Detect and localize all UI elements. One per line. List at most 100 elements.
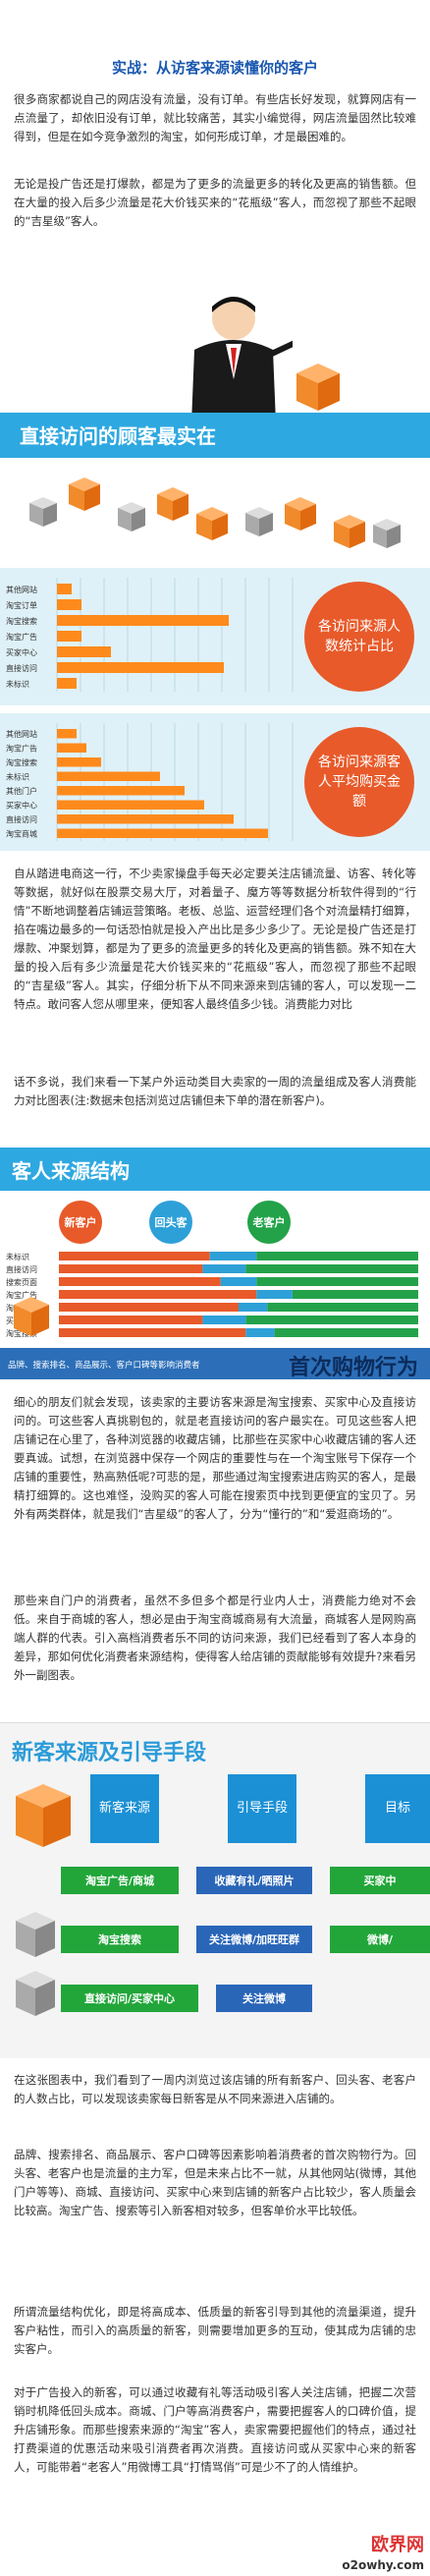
category-label: 搜索页面: [6, 1277, 37, 1287]
article-title: 实战：从访客来源读懂你的客户: [111, 59, 318, 77]
row2-source: 淘宝搜索: [61, 1926, 179, 1953]
bar: [57, 814, 234, 824]
bar: [57, 678, 77, 689]
gray-cube-icon: [16, 1912, 55, 1957]
category-label: 淘宝广告: [6, 632, 37, 642]
structure-footer: 品牌、搜索排名、商品展示、客户口碑等影响消费者 首次购物行为: [0, 1348, 430, 1380]
headline-banner: 直接访问的顾客最实在: [0, 413, 430, 458]
stacked-bar-segment: [256, 1290, 293, 1299]
watermark-logo: 欧界网: [371, 2535, 424, 2555]
stacked-bar-segment: [267, 1303, 418, 1312]
stacked-bar-segment: [202, 1264, 246, 1273]
infographic-customer-structure: 客人来源结构 新客户 回头客 老客户 未标识直接访问搜索页面淘宝广告淘宝商城买家…: [0, 1148, 430, 1380]
paragraph-5: 细心的朋友们就会发现，该卖家的主要访客来源是淘宝搜索、买家中心及直接访问的。可这…: [14, 1395, 416, 1521]
chart-avg-spend-panel: 其他网站淘宝广告淘宝搜索未标识其他门户买家中心直接访问淘宝商城 各访问来源客人平…: [0, 713, 430, 851]
category-label: 淘宝搜索: [6, 757, 37, 767]
chart-customer-structure: 未标识直接访问搜索页面淘宝广告淘宝商城买家中心淘宝搜索: [6, 1252, 418, 1338]
paragraph-8: 品牌、搜索排名、商品展示、客户口碑等因素影响着消费者的首次购物行为。回头客、老客…: [14, 2148, 416, 2217]
stacked-bar-segment: [256, 1252, 418, 1260]
category-label: 直接访问: [6, 814, 37, 824]
paragraph-4: 话不多说，我们来看一下某户外运动类目大卖家的一周的流量组成及客人消费能力对比图表…: [14, 1075, 416, 1107]
category-label: 直接访问: [6, 1264, 37, 1274]
structure-title: 客人来源结构: [12, 1159, 130, 1183]
chart-visitor-count-panel: 其他网站 淘宝订单 淘宝搜索 淘宝广告 买家中心 直接访问 未标识 各访问来源人数统计占比: [0, 568, 430, 705]
stacked-bar-segment: [59, 1290, 257, 1299]
bar: [57, 662, 224, 673]
footer-big-text: 首次购物行为: [288, 1356, 418, 1380]
watermark-url: o2owhy.com: [342, 2558, 424, 2572]
paragraph-9: 所谓流量结构优化，即是将高成本、低质量的新客引导到其他的流量渠道，提升客户粘性，…: [14, 2305, 416, 2356]
category-label: 淘宝商城: [6, 829, 37, 839]
category-label: 淘宝广告: [6, 744, 37, 754]
bar: [57, 729, 77, 739]
bar: [57, 584, 72, 594]
paragraph-10: 对于广告投入的新客，可以通过收藏有礼等活动吸引客人关注店铺，把握二次营销时机降低…: [14, 2385, 416, 2474]
bar: [57, 743, 86, 753]
bar: [57, 615, 229, 626]
stacked-bar-segment: [202, 1316, 246, 1324]
bar: [57, 771, 160, 781]
category-label: 淘宝订单: [6, 600, 37, 610]
row1-guide: 收藏有礼/晒照片: [196, 1867, 312, 1894]
category-label: 未标识: [6, 1252, 29, 1261]
paragraph-3: 自从踏进电商这一行，不少卖家操盘手每天必定要关注店铺流量、访客、转化等等数据，就…: [14, 867, 416, 1011]
stacked-bar-segment: [292, 1290, 418, 1299]
paragraph-2: 无论是投广告还是打爆款，都是为了更多的流量更多的转化及更高的销售额。但在大量的投…: [14, 177, 416, 228]
category-label: 未标识: [6, 772, 29, 782]
stacked-bar-segment: [220, 1277, 257, 1286]
row1-target: 买家中: [330, 1867, 430, 1894]
stacked-bar-segment: [59, 1316, 203, 1324]
row3-guide: 关注微博: [216, 1985, 312, 2012]
category-label: 淘宝搜索: [6, 1328, 37, 1338]
guide-title: 新客来源及引导手段: [12, 1741, 207, 1765]
stacked-bar-segment: [59, 1328, 246, 1337]
tag-new-customer: 新客户: [59, 1201, 102, 1244]
stacked-bar-segment: [274, 1328, 418, 1337]
stacked-bar-segment: [256, 1277, 418, 1286]
stacked-bar-segment: [59, 1277, 221, 1286]
column-target: 目标: [365, 1774, 430, 1843]
category-label: 直接访问: [6, 663, 37, 673]
row1-source: 淘宝广告/商城: [61, 1867, 179, 1894]
category-label: 其他网站: [6, 729, 37, 739]
stacked-bar-segment: [59, 1303, 239, 1312]
column-guide: 引导手段: [228, 1774, 296, 1843]
stacked-bar-segment: [245, 1264, 418, 1273]
stacked-bar-segment: [239, 1303, 268, 1312]
bubble-avg-spend: 各访问来源客人平均购买金额: [304, 727, 414, 837]
stacked-bar-segment: [59, 1252, 210, 1260]
infographic-new-customer-guide: 新客来源及引导手段 新客来源 引导手段 目标 淘宝广告/商城 收藏有礼/晒照片 …: [0, 1722, 430, 2058]
tag-old-customer: 老客户: [247, 1201, 291, 1244]
bar: [57, 800, 204, 810]
paragraph-1: 很多商家都说自己的网店没有流量，没有订单。有些店长好发现，就算网店有一点流量了，…: [14, 92, 416, 143]
walking-cubes-illustration: [29, 477, 401, 548]
bar: [57, 599, 81, 610]
row2-guide: 关注微博/加旺旺群: [196, 1926, 312, 1953]
column-new-source: 新客来源: [90, 1774, 159, 1843]
bar: [57, 786, 185, 796]
category-label: 买家中心: [6, 801, 37, 811]
row2-target: 微博/: [330, 1926, 430, 1953]
bar: [57, 631, 81, 642]
category-label: 淘宝搜索: [6, 616, 37, 626]
stacked-bar-segment: [209, 1252, 257, 1260]
tag-return-customer: 回头客: [149, 1201, 192, 1244]
headline-text: 直接访问的顾客最实在: [20, 424, 216, 448]
orange-cube-icon: [14, 1297, 49, 1336]
structure-header: 客人来源结构: [0, 1148, 430, 1191]
bar: [57, 828, 268, 838]
gray-cube-icon: [16, 1971, 55, 2016]
category-label: 其他门户: [6, 786, 37, 796]
orange-cube-icon: [296, 364, 340, 411]
stacked-bar-segment: [59, 1264, 203, 1273]
paragraph-6: 那些来自门户的消费者，虽然不多但多个都是行业内人士，消费能力绝对不会低。来自于商…: [14, 1594, 416, 1682]
bubble-visitor-count: 各访问来源人数统计占比: [304, 582, 414, 692]
row3-source: 直接访问/买家中心: [61, 1985, 198, 2012]
category-label: 未标识: [6, 679, 29, 689]
footer-small-text: 品牌、搜索排名、商品展示、客户口碑等影响消费者: [8, 1361, 200, 1371]
stacked-bar-segment: [245, 1328, 275, 1337]
bar: [57, 757, 101, 767]
